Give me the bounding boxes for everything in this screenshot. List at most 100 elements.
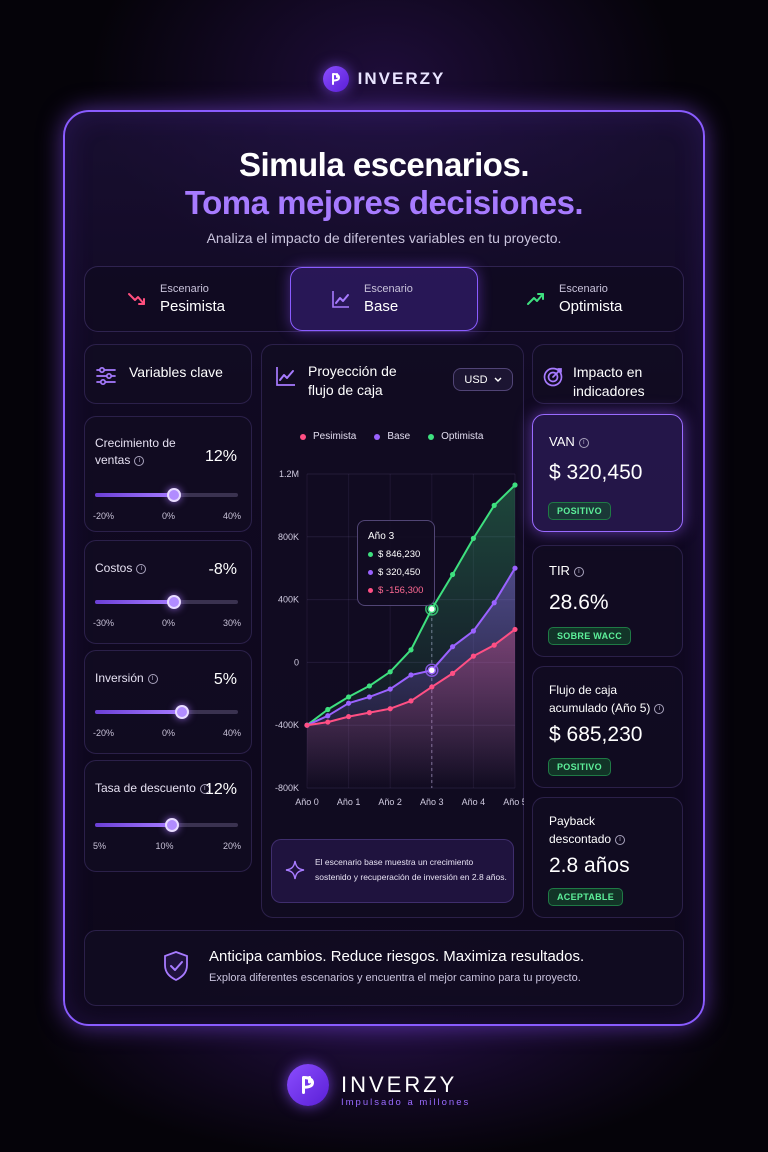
trend-down-icon xyxy=(126,288,148,310)
slider-ticks: 5% 10% 20% xyxy=(93,841,241,851)
currency-dropdown[interactable]: USD xyxy=(453,368,513,391)
sparkle-icon xyxy=(285,860,305,880)
target-icon xyxy=(543,367,563,387)
tooltip-row-optimista: $ 846,230 xyxy=(368,549,420,560)
data-point-pesimista xyxy=(346,713,352,720)
data-point-base xyxy=(346,700,352,706)
kpi-name: Payback descontado i xyxy=(549,812,649,848)
brand-name: INVERZY xyxy=(357,69,446,88)
data-point-pesimista xyxy=(470,653,476,659)
x-tick-label: Año 5 xyxy=(503,797,524,807)
kpi-name: Flujo de caja acumulado (Año 5) i xyxy=(549,681,679,717)
tooltip-label: Año 3 xyxy=(368,531,395,542)
variable-card-inversion: Inversión i 5% -20% 0% 40% xyxy=(84,650,252,754)
kpi-card-flujo[interactable]: Flujo de caja acumulado (Año 5) i $ 685,2… xyxy=(532,666,683,788)
data-point-pesimista xyxy=(325,719,331,725)
data-point-optimista xyxy=(346,694,352,700)
data-point-pesimista xyxy=(387,706,393,712)
slider-thumb[interactable] xyxy=(175,705,190,719)
y-tick-label: 0 xyxy=(294,657,299,667)
variable-value: 12% xyxy=(204,781,237,798)
line-chart-icon xyxy=(276,367,295,386)
tooltip-row-base: $ 320,450 xyxy=(368,567,420,578)
data-point-pesimista xyxy=(408,698,414,704)
kpi-value: 2.8 años xyxy=(549,854,630,877)
variables-title: Variables clave xyxy=(129,364,223,380)
header-logo: INVERZY xyxy=(0,66,768,92)
scenario-name: Pesimista xyxy=(160,298,226,315)
slider-ticks: -20% 0% 40% xyxy=(93,728,241,738)
scenario-selector xyxy=(84,266,684,332)
variable-slider[interactable] xyxy=(95,595,238,609)
slider-thumb[interactable] xyxy=(166,488,181,502)
variable-slider[interactable] xyxy=(95,705,238,719)
kpi-card-van[interactable]: VAN i $ 320,450 POSITIVO xyxy=(532,414,683,532)
chart-legend: Pesimista Base Optimista xyxy=(300,431,483,442)
kpi-value: $ 685,230 xyxy=(549,723,643,746)
variable-value: -8% xyxy=(208,561,237,578)
kpi-value: 28.6% xyxy=(549,591,609,614)
info-icon[interactable]: i xyxy=(615,834,626,845)
hero-title-line1: Simula escenarios. xyxy=(239,146,529,183)
legend-item-optimista[interactable]: Optimista xyxy=(428,431,483,442)
status-badge: POSITIVO xyxy=(548,758,611,776)
variable-slider[interactable] xyxy=(95,488,238,502)
slider-ticks: -20% 0% 40% xyxy=(93,511,241,521)
info-icon[interactable]: i xyxy=(147,673,158,684)
variable-slider[interactable] xyxy=(95,818,238,832)
info-icon[interactable]: i xyxy=(654,703,665,714)
scenario-optimista-button[interactable]: Escenario Optimista xyxy=(525,266,622,332)
variables-header: Variables clave xyxy=(84,344,252,404)
data-point-optimista xyxy=(387,669,393,675)
cashflow-line-chart[interactable]: 1.2M 800K 400K 0 -400K -800K Año 0 Año 1 Año 2 Añ… xyxy=(261,460,524,820)
brand-tagline: Impulsado a millones xyxy=(341,1097,471,1108)
hero-subtitle: Analiza el impacto de diferentes variabl… xyxy=(206,230,562,246)
info-icon[interactable]: i xyxy=(578,437,589,448)
chart-tooltip: Año 3 $ 846,230 $ 320,450 $ -156,300 xyxy=(357,520,435,606)
trend-up-icon xyxy=(330,288,352,310)
data-point-base xyxy=(450,644,456,650)
kpi-name: TIR i xyxy=(549,562,584,580)
series-area-pesimista xyxy=(307,629,515,788)
data-point-optimista xyxy=(366,683,372,689)
variable-name: Crecimiento de ventas i xyxy=(95,436,176,467)
hero-title-line2: Toma mejores decisiones. xyxy=(184,184,584,221)
data-point-optimista xyxy=(450,571,456,578)
data-point-pesimista xyxy=(304,722,310,728)
data-point-pesimista xyxy=(491,642,497,648)
scenario-pesimista-button[interactable]: Escenario Pesimista xyxy=(126,266,225,332)
chart-note-text: El escenario base muestra un crecimiento… xyxy=(315,857,507,882)
tooltip-row-pesimista: $ -156,300 xyxy=(368,585,423,596)
info-icon[interactable]: i xyxy=(134,455,145,466)
impact-title: Impacto en indicadores xyxy=(573,364,645,399)
x-tick-label: Año 2 xyxy=(378,797,402,807)
variable-name: Inversión i xyxy=(95,670,158,687)
status-badge: SOBRE WACC xyxy=(548,627,632,645)
scenario-name: Base xyxy=(364,298,399,315)
kpi-card-payback[interactable]: Payback descontado i 2.8 años ACEPTABLE xyxy=(532,797,683,918)
scenario-kicker: Escenario xyxy=(364,283,413,295)
info-icon[interactable]: i xyxy=(199,783,210,794)
variable-card-tasa: Tasa de descuento i 12% 5% 10% 20% xyxy=(84,760,252,872)
highlight-point xyxy=(427,666,437,675)
kpi-card-tir[interactable]: TIR i 28.6% SOBRE WACC xyxy=(532,545,683,657)
footer-band-subtitle: Explora diferentes escenarios y encuentr… xyxy=(209,972,581,984)
legend-item-pesimista[interactable]: Pesimista xyxy=(300,431,356,442)
data-point-base xyxy=(491,600,497,606)
data-point-optimista xyxy=(325,706,331,713)
x-tick-label: Año 4 xyxy=(462,797,486,807)
data-point-optimista xyxy=(491,502,497,508)
data-point-optimista xyxy=(512,482,518,488)
footer-band xyxy=(84,930,684,1006)
slider-thumb[interactable] xyxy=(166,595,181,609)
legend-item-base[interactable]: Base xyxy=(374,431,410,442)
info-icon[interactable]: i xyxy=(573,566,584,577)
footer-band-title: Anticipa cambios. Reduce riesgos. Maximi… xyxy=(209,948,585,965)
scenario-base-button[interactable]: Escenario Base xyxy=(330,266,413,332)
info-icon[interactable]: i xyxy=(136,563,147,574)
x-tick-label: Año 1 xyxy=(337,797,361,807)
slider-thumb[interactable] xyxy=(165,818,180,832)
trend-up-icon xyxy=(525,288,547,310)
data-point-base xyxy=(408,672,414,678)
scenario-selected-highlight xyxy=(290,267,478,331)
